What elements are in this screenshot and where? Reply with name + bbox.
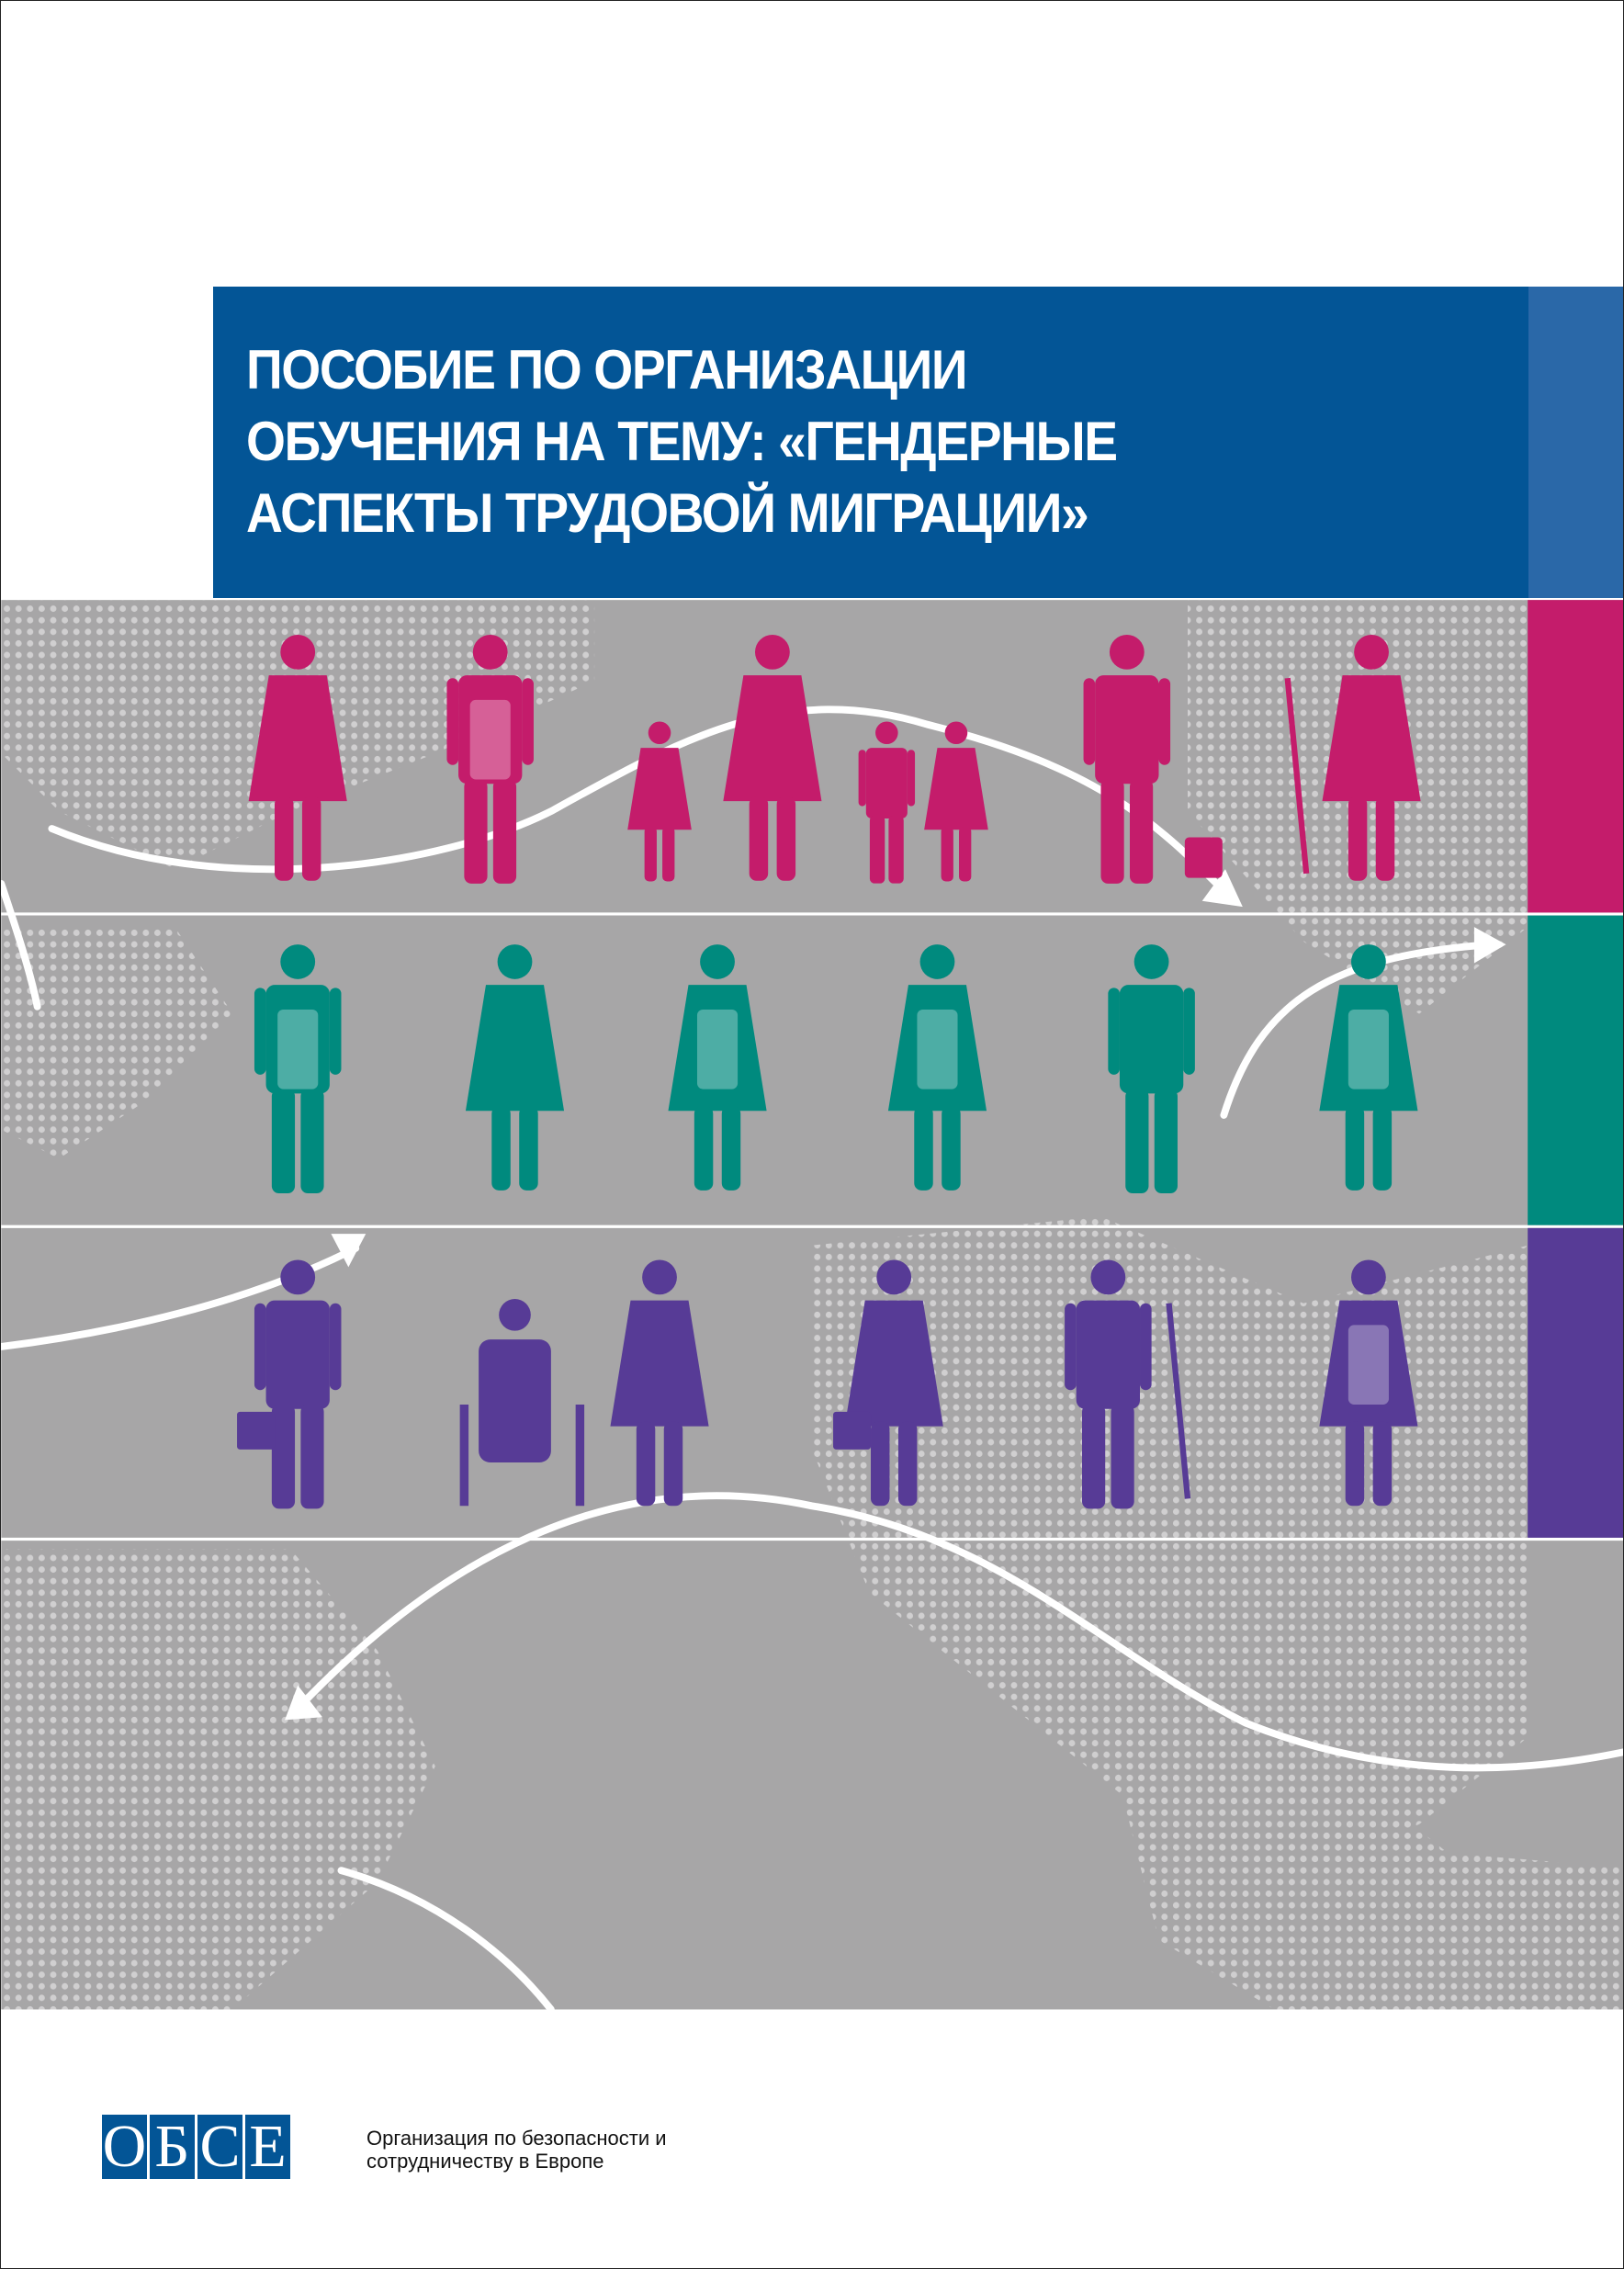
title-banner-strip: [1528, 287, 1623, 598]
arrow-heads: [285, 869, 1506, 1721]
man-apron-icon: [254, 944, 342, 1194]
logo-letter: Б: [150, 2115, 195, 2179]
row-dividers: [1, 912, 1623, 1541]
woman-broom-icon: [1284, 634, 1421, 881]
woman-apron-icon: [668, 944, 767, 1191]
man-shovel-icon: [1065, 1259, 1191, 1509]
wheelchair-user-icon: [459, 1299, 585, 1507]
boy-icon: [858, 721, 916, 884]
color-tab-teal: [1528, 915, 1623, 1225]
organization-name-line1: Организация по безопасности и: [367, 2127, 667, 2150]
girl-icon: [924, 721, 988, 882]
woman-icon: [723, 634, 822, 881]
man-doctor-icon: [1108, 944, 1195, 1194]
logo-letter: О: [102, 2113, 147, 2180]
woman-doctor-icon: [465, 944, 565, 1191]
title-banner: ПОСОБИЕ ПО ОРГАНИЗАЦИИ ОБУЧЕНИЯ НА ТЕМУ:…: [213, 287, 1528, 598]
woman-apron-icon: [887, 944, 987, 1191]
organization-name-line2: сотрудничеству в Европе: [367, 2150, 604, 2173]
nurse-icon: [1319, 944, 1418, 1191]
man-watering-can-icon: [1083, 634, 1223, 884]
logo-letter: Е: [245, 2115, 290, 2179]
logo-letter: С: [197, 2115, 242, 2179]
organization-name: Организация по безопасности и сотрудниче…: [367, 2127, 667, 2173]
color-tab-purple: [1528, 1227, 1623, 1538]
woman-caregiver-icon: [610, 1259, 709, 1507]
osce-logo: О Б С Е: [102, 2115, 290, 2179]
man-briefcase-icon: [237, 1259, 342, 1509]
man-apron-icon: [446, 634, 534, 884]
color-tab-pink: [1528, 600, 1623, 913]
woman-apron-icon: [1319, 1259, 1418, 1507]
document-title: ПОСОБИЕ ПО ОРГАНИЗАЦИИ ОБУЧЕНИЯ НА ТЕМУ:…: [246, 339, 1118, 544]
worker-figures: [237, 634, 1421, 1509]
woman-briefcase-icon: [833, 1259, 943, 1507]
woman-doctor-icon: [248, 634, 347, 881]
girl-icon: [627, 721, 692, 882]
